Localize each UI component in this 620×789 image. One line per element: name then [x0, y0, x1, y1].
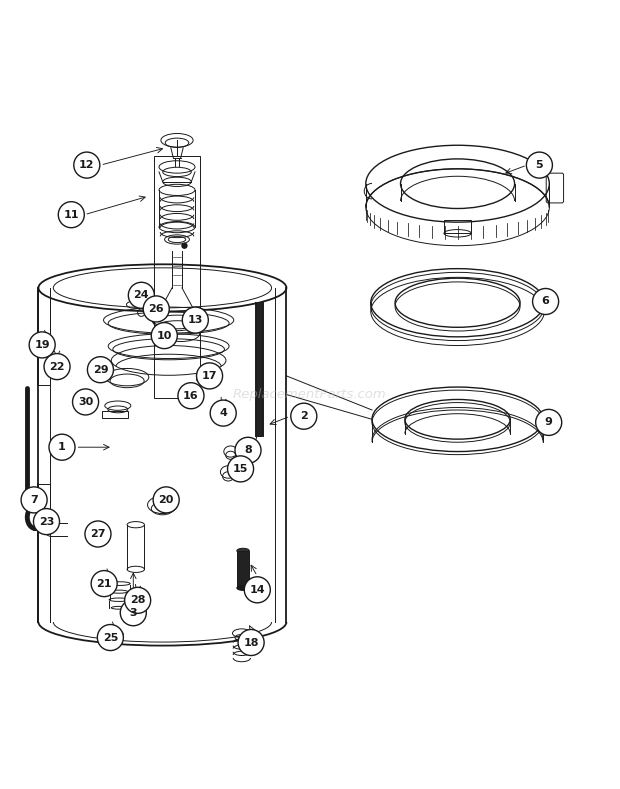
- Text: 8: 8: [244, 445, 252, 455]
- Circle shape: [33, 509, 60, 535]
- Text: 3: 3: [130, 608, 137, 618]
- Circle shape: [91, 570, 117, 596]
- Text: 24: 24: [133, 290, 149, 301]
- Ellipse shape: [237, 548, 249, 553]
- Bar: [237, 551, 249, 588]
- Bar: [444, 219, 471, 234]
- Text: 2: 2: [300, 411, 308, 421]
- Text: 6: 6: [542, 297, 549, 306]
- Bar: [256, 301, 262, 436]
- Circle shape: [153, 487, 179, 513]
- Text: 30: 30: [78, 397, 93, 407]
- Text: 4: 4: [219, 408, 227, 418]
- Circle shape: [197, 363, 223, 389]
- Circle shape: [120, 600, 146, 626]
- Text: ReplacementParts.com: ReplacementParts.com: [233, 388, 387, 401]
- Text: 15: 15: [233, 464, 248, 474]
- Circle shape: [291, 403, 317, 429]
- Text: 12: 12: [79, 160, 95, 170]
- Text: 18: 18: [243, 638, 259, 648]
- Text: 28: 28: [130, 596, 145, 605]
- Circle shape: [73, 389, 99, 415]
- Circle shape: [244, 577, 270, 603]
- Text: 21: 21: [97, 578, 112, 589]
- Circle shape: [238, 630, 264, 656]
- Circle shape: [182, 307, 208, 333]
- Text: 25: 25: [103, 633, 118, 642]
- Text: 16: 16: [183, 391, 199, 401]
- Text: 19: 19: [34, 340, 50, 350]
- Text: 17: 17: [202, 371, 217, 381]
- Circle shape: [526, 152, 552, 178]
- Text: 20: 20: [159, 495, 174, 505]
- Circle shape: [44, 353, 70, 380]
- Text: 9: 9: [545, 417, 552, 428]
- Circle shape: [178, 383, 204, 409]
- Ellipse shape: [237, 585, 249, 590]
- Circle shape: [115, 630, 123, 639]
- Circle shape: [58, 202, 84, 228]
- Circle shape: [49, 434, 75, 460]
- Text: 27: 27: [91, 529, 105, 539]
- Text: 26: 26: [148, 304, 164, 314]
- Text: 14: 14: [249, 585, 265, 595]
- Circle shape: [533, 289, 559, 315]
- Circle shape: [29, 332, 55, 358]
- Text: 22: 22: [50, 361, 64, 372]
- Circle shape: [21, 487, 47, 513]
- Text: 29: 29: [92, 365, 108, 375]
- Circle shape: [151, 323, 177, 349]
- Bar: [154, 155, 200, 398]
- Text: 23: 23: [39, 517, 54, 526]
- Circle shape: [228, 456, 254, 482]
- Text: 7: 7: [30, 495, 38, 505]
- Circle shape: [128, 282, 154, 308]
- Text: 11: 11: [63, 210, 79, 219]
- Circle shape: [74, 152, 100, 178]
- Circle shape: [235, 437, 261, 463]
- Circle shape: [125, 587, 151, 613]
- Circle shape: [536, 409, 562, 436]
- Circle shape: [182, 243, 187, 249]
- Text: 1: 1: [58, 442, 66, 452]
- Circle shape: [85, 521, 111, 547]
- Circle shape: [87, 357, 113, 383]
- Bar: [102, 410, 128, 418]
- Text: 10: 10: [157, 331, 172, 341]
- Bar: [92, 528, 99, 541]
- Circle shape: [210, 400, 236, 426]
- Circle shape: [97, 625, 123, 651]
- Text: 5: 5: [536, 160, 543, 170]
- Circle shape: [143, 296, 169, 322]
- Text: 13: 13: [188, 315, 203, 325]
